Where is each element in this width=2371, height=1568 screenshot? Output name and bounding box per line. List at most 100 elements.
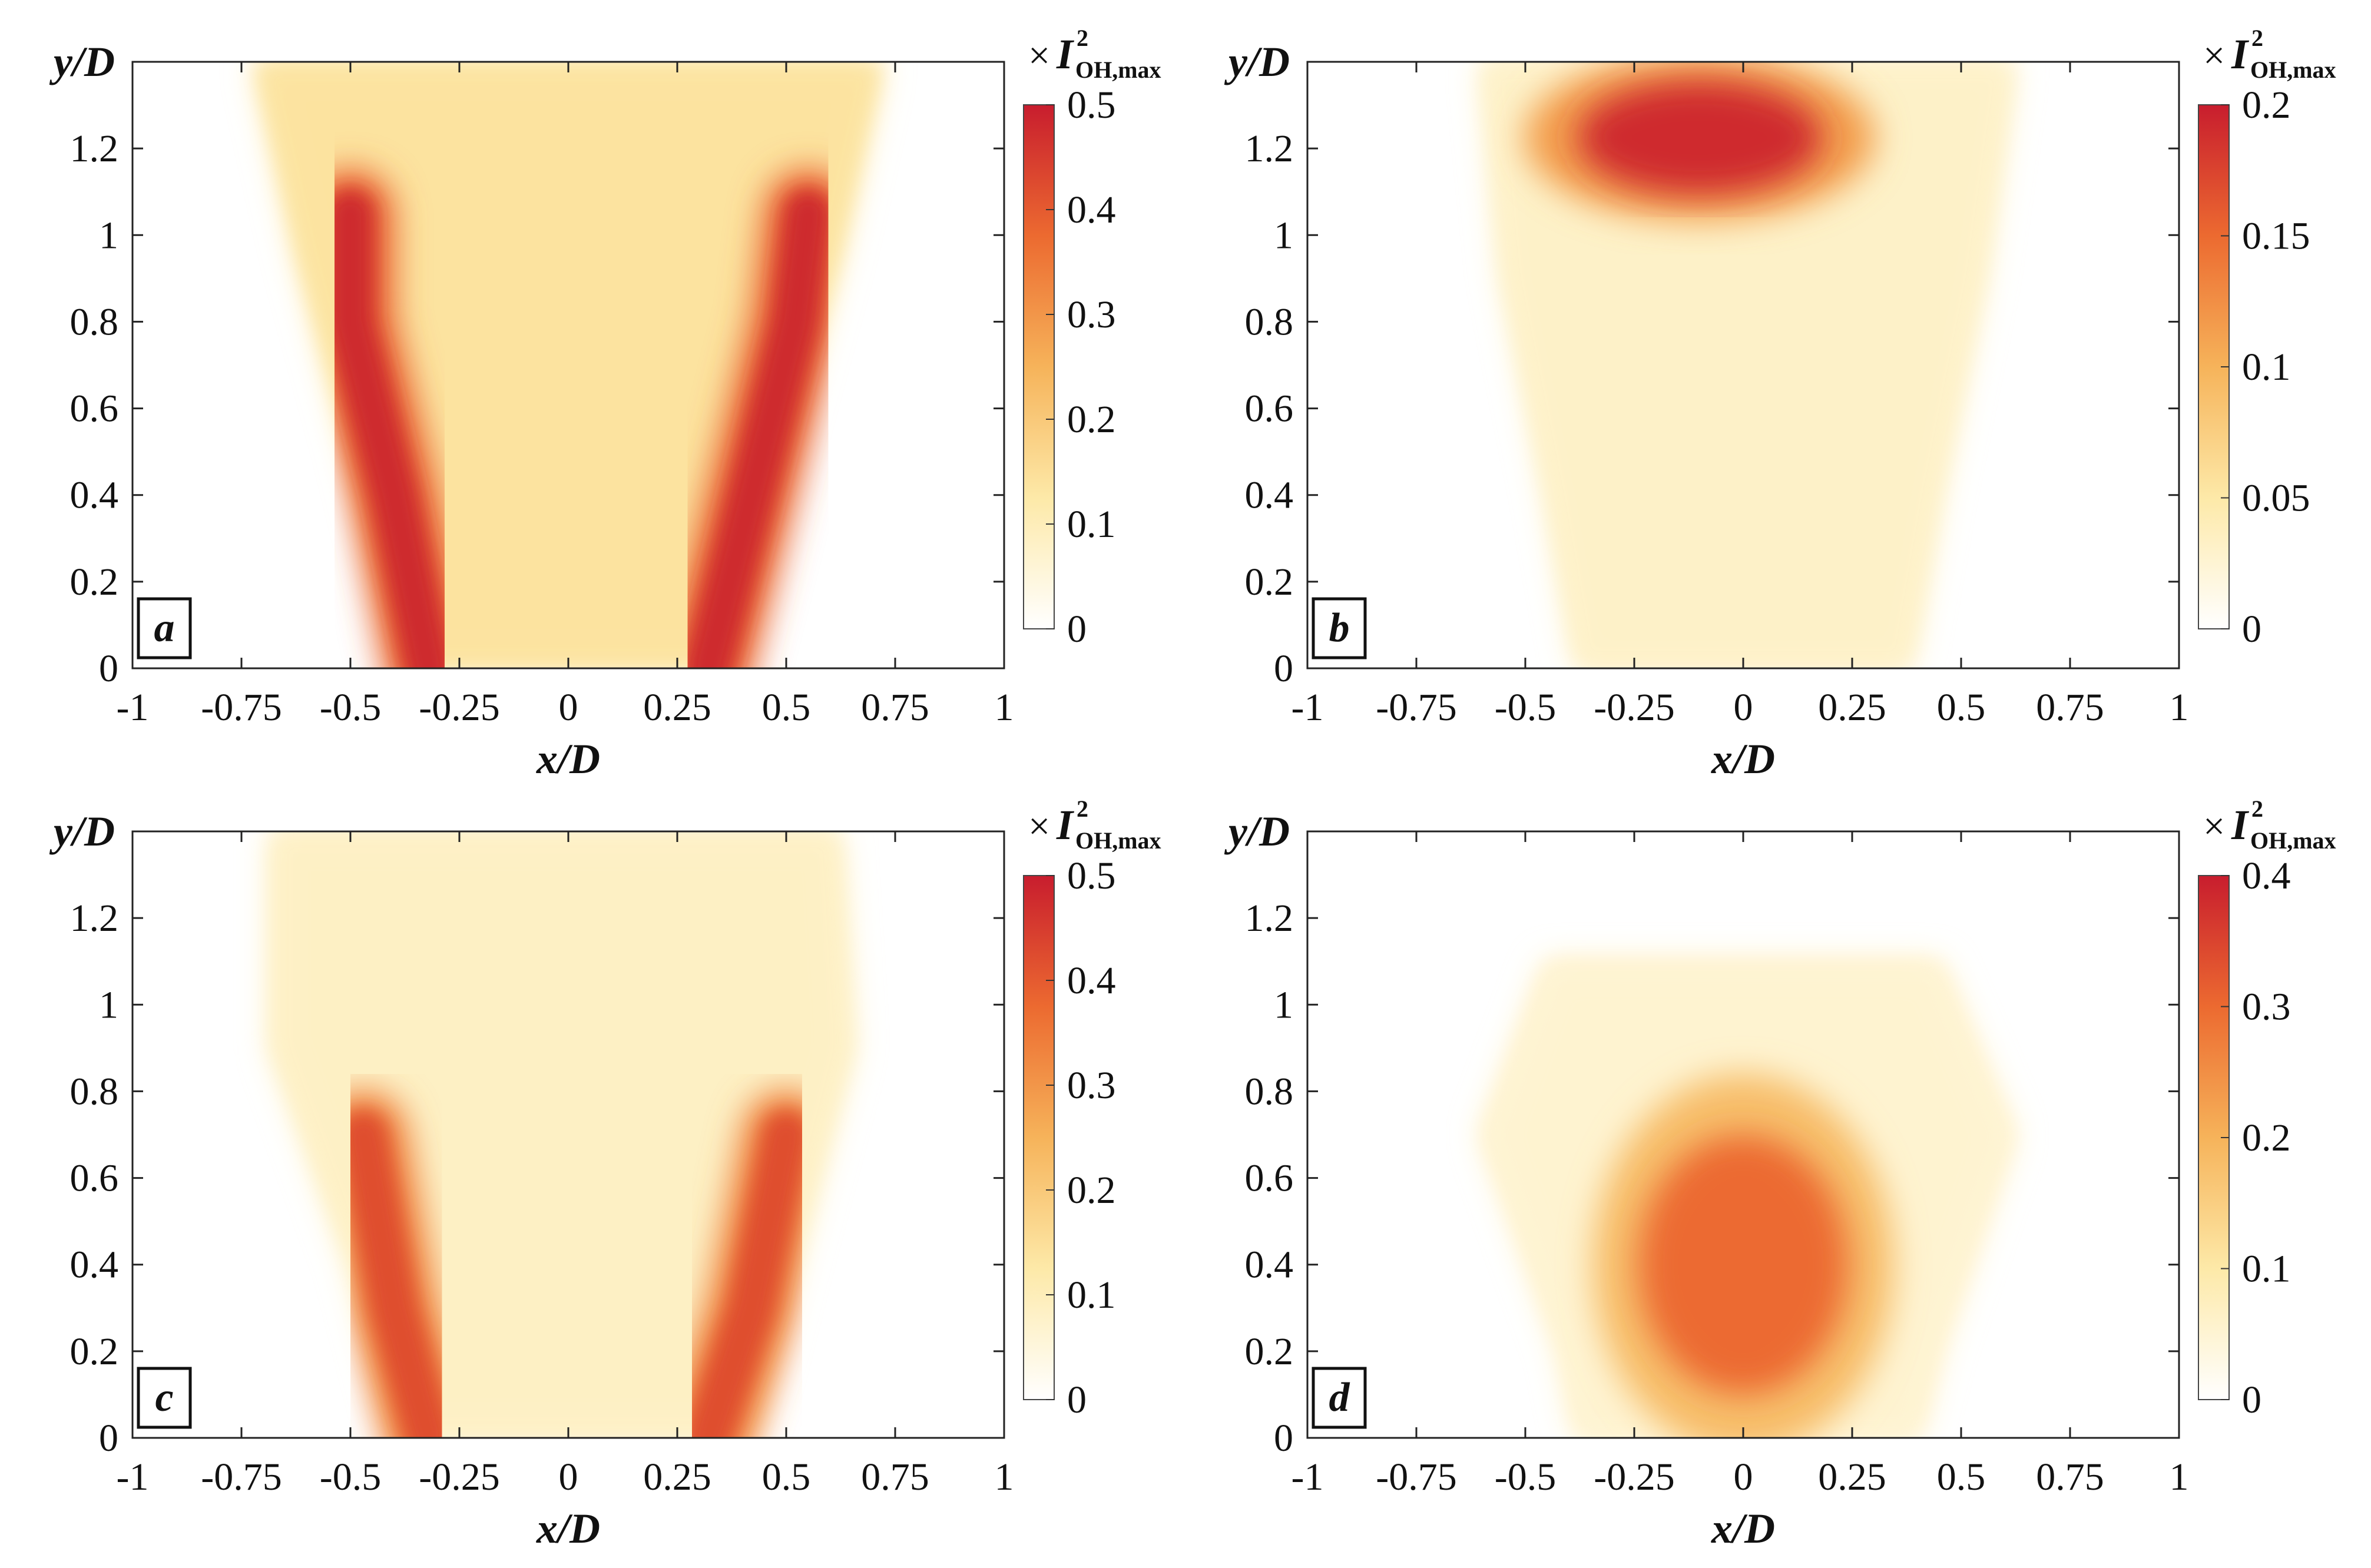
y-tick-label: 1.2 [70, 897, 119, 940]
x-tick-label: 0.75 [2036, 686, 2104, 729]
panel-d: -1 -0.75 -0.5 -0.25 0 0.25 0.5 0.75 1 0 0.2 0.4 0.6 0… [1224, 795, 2336, 1552]
y-tick-label: 0.4 [1245, 1244, 1294, 1287]
colorbar-title-prefix: × [1028, 34, 1050, 77]
x-tick-label: -0.75 [1376, 686, 1456, 729]
y-tick-label: 0.6 [1245, 1157, 1294, 1200]
x-tick-label: -1 [117, 686, 149, 729]
colorbar-tick-label: 0.5 [1067, 854, 1116, 897]
y-tick-label: 0.6 [1245, 387, 1294, 430]
y-tick-label: 0 [1274, 1417, 1293, 1460]
y-tick-label: 0.2 [1245, 561, 1294, 604]
x-tick-label: 1 [995, 1456, 1014, 1499]
y-tick-label: 0.8 [70, 1070, 119, 1113]
peak-band-left [340, 1111, 453, 1438]
colorbar-tick-label: 0.1 [2242, 346, 2291, 389]
x-tick-label: 0 [559, 1456, 578, 1499]
y-tick-label: 0.2 [1245, 1330, 1294, 1373]
panel-letter-box [1312, 597, 1367, 659]
colorbar-tick-label: 0.1 [2242, 1248, 2291, 1291]
peak-region [1638, 1135, 1848, 1395]
colorbar-title-prefix: × [1028, 805, 1050, 848]
colorbar-tick-label: 0.15 [2242, 215, 2310, 258]
x-tick-label: -0.75 [201, 1456, 282, 1499]
y-tick-label: 0.4 [1245, 474, 1294, 517]
x-tick-label: -1 [1292, 686, 1324, 729]
panel-letter: a [154, 605, 175, 651]
x-tick-label: 1 [2170, 686, 2189, 729]
x-tick-label: 0 [1734, 1456, 1753, 1499]
colorbar: 0 0.1 0.2 0.3 0.4 × I 2 OH,max [2198, 795, 2336, 1421]
panel-letter: c [155, 1375, 173, 1420]
x-tick-label: -0.25 [1594, 686, 1674, 729]
colorbar-tick-label: 0.2 [1067, 398, 1116, 441]
x-tick-label: -0.25 [419, 686, 499, 729]
y-tick-label: 1 [1274, 983, 1293, 1026]
y-tick-label: 0 [99, 647, 118, 690]
colorbar: 0 0.05 0.1 0.15 0.2 × I 2 OH,max [2198, 25, 2336, 651]
panel-b: -1 -0.75 -0.5 -0.25 0 0.25 0.5 0.75 1 0 0.2 0.4 0.6 0… [1224, 25, 2336, 783]
x-tick-label: 0 [1734, 686, 1753, 729]
peak-band-left [327, 190, 453, 668]
peak-band-right [684, 1111, 810, 1438]
y-tick-label: 1 [1274, 214, 1293, 257]
y-tick-label: 0.6 [70, 1157, 119, 1200]
heatmap-field [133, 831, 1004, 1438]
panel-letter-box [137, 1367, 192, 1429]
colorbar-tick-label: 0.3 [1067, 293, 1116, 336]
y-axis-title: y/D [49, 808, 115, 855]
colorbar-tick-label: 0 [1067, 608, 1087, 651]
y-tick-label: 1 [99, 214, 118, 257]
y-axis-title: y/D [1224, 38, 1290, 85]
colorbar-title-symbol: I [2231, 31, 2250, 78]
peak-band-right [684, 190, 832, 668]
y-tick-label: 0.2 [70, 1330, 119, 1373]
colorbar-title-symbol: I [1056, 31, 1075, 78]
y-axis-title: y/D [49, 38, 115, 85]
x-tick-label: 0.75 [861, 1456, 929, 1499]
colorbar-title-subscript: OH,max [2250, 827, 2336, 854]
x-tick-label: 0.5 [762, 686, 811, 729]
y-tick-label: 0.2 [70, 561, 119, 604]
y-tick-label: 1.2 [1245, 897, 1294, 940]
colorbar-tick-label: 0 [2242, 608, 2261, 651]
x-tick-label: -0.5 [1495, 686, 1556, 729]
heatmap-field [1307, 831, 2179, 1438]
colorbar-title-subscript: OH,max [1075, 57, 1161, 83]
y-tick-label: 0.8 [70, 300, 119, 343]
x-tick-label: 0.5 [762, 1456, 811, 1499]
panel-letter-box [137, 597, 192, 659]
y-tick-label: 0.8 [1245, 300, 1294, 343]
x-tick-label: 0.25 [643, 1456, 711, 1499]
x-tick-label: -0.5 [320, 686, 381, 729]
panel-letter-box [1312, 1367, 1367, 1429]
colorbar-title-superscript: 2 [1077, 25, 1088, 51]
x-tick-label: 0.5 [1937, 1456, 1986, 1499]
x-tick-label: -0.75 [201, 686, 282, 729]
colorbar-tick-label: 0 [1067, 1378, 1087, 1421]
colorbar-title-superscript: 2 [1077, 795, 1088, 822]
colorbar-tick-label: 0.2 [1067, 1169, 1116, 1212]
heatmap-field [1307, 62, 2179, 668]
y-tick-label: 1.2 [70, 127, 119, 170]
y-axis-title: y/D [1224, 808, 1290, 855]
x-tick-label: 0.25 [1818, 1456, 1886, 1499]
y-tick-label: 1.2 [1245, 127, 1294, 170]
x-axis-title: x/D [1711, 735, 1775, 783]
colorbar-tick-label: 0.1 [1067, 1274, 1116, 1317]
colorbar-gradient [1023, 104, 1055, 629]
y-tick-label: 0.6 [70, 387, 119, 430]
colorbar-title-superscript: 2 [2251, 795, 2263, 822]
colorbar-title-subscript: OH,max [1075, 827, 1161, 854]
heatmap-field [133, 62, 1004, 668]
colorbar-title-prefix: × [2203, 805, 2225, 848]
panel-letter: d [1329, 1375, 1350, 1420]
y-tick-label: 1 [99, 983, 118, 1026]
x-tick-label: 0.25 [643, 686, 711, 729]
x-tick-label: -0.75 [1376, 1456, 1456, 1499]
x-tick-label: 0.25 [1818, 686, 1886, 729]
x-tick-label: 0 [559, 686, 578, 729]
colorbar-title-prefix: × [2203, 34, 2225, 77]
x-axis-title: x/D [536, 735, 600, 783]
peak-region [1577, 81, 1822, 195]
